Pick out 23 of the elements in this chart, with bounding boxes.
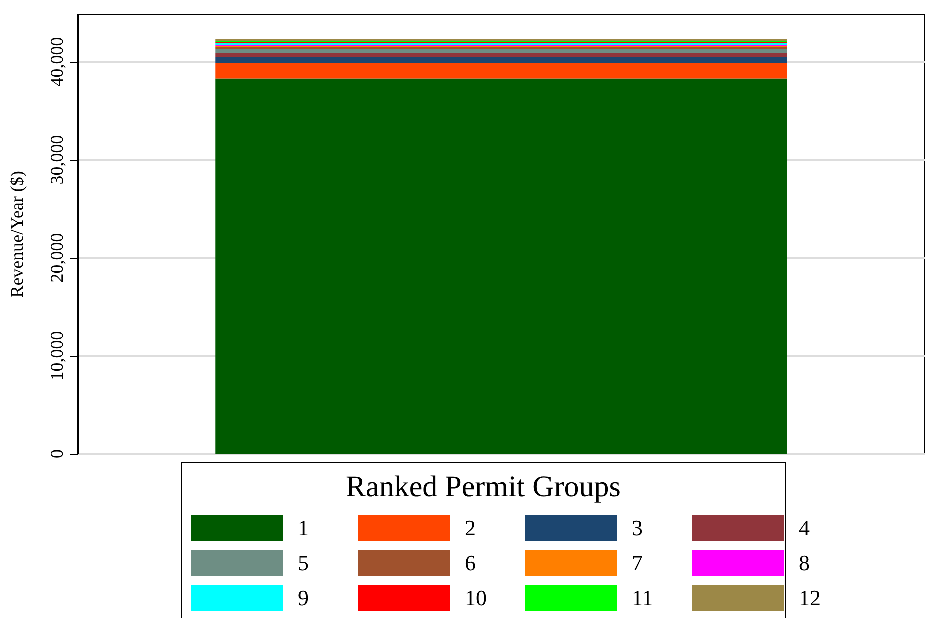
legend-label: 2 <box>465 516 476 540</box>
legend-label: 6 <box>465 550 476 576</box>
legend-label: 8 <box>799 550 810 576</box>
y-tick-label: 30,000 <box>47 135 67 185</box>
bar <box>216 57 788 64</box>
bar <box>216 78 788 454</box>
legend-label: 5 <box>298 550 309 576</box>
y-axis-title: Revenue/Year ($) <box>7 171 27 298</box>
legend-label: 12 <box>799 586 821 610</box>
legend-title: Ranked Permit Groups <box>346 470 621 504</box>
bar <box>216 63 788 79</box>
y-tick-label: 10,000 <box>47 331 67 381</box>
legend-label: 7 <box>632 550 643 576</box>
legend-label: 11 <box>632 586 654 610</box>
legend-label: 9 <box>298 586 309 610</box>
bar <box>216 53 788 58</box>
y-tick-label: 20,000 <box>47 233 67 283</box>
legend-label: 10 <box>465 586 487 610</box>
legend-label: 3 <box>632 516 643 540</box>
y-tick-label: 0 <box>47 450 67 458</box>
legend-label: 1 <box>298 516 309 540</box>
legend-label: 4 <box>799 516 810 540</box>
y-tick-label: 40,000 <box>47 37 67 87</box>
